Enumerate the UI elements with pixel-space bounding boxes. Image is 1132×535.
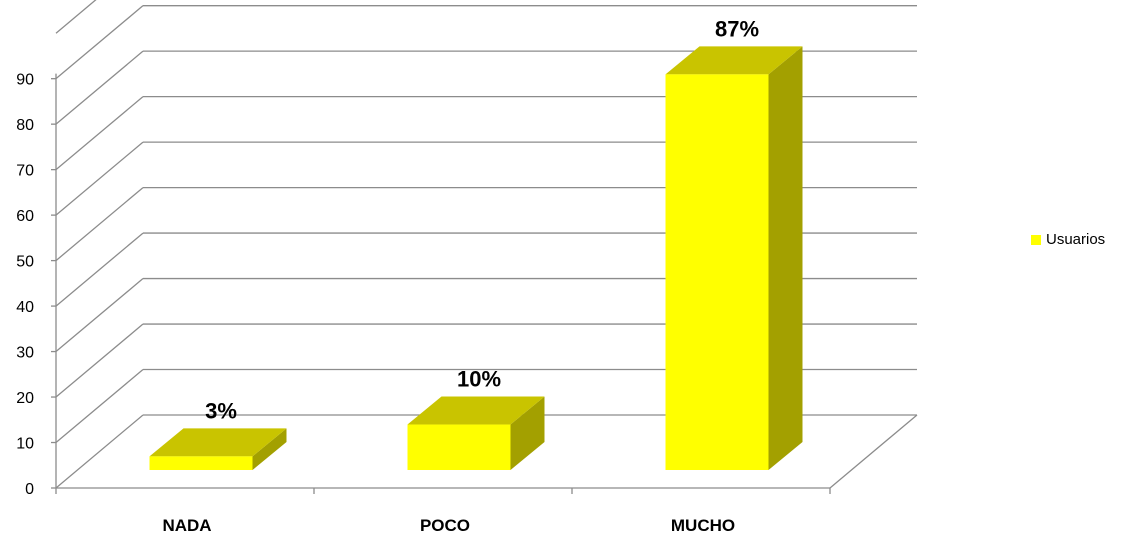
gridline-side-40 (55, 232, 144, 307)
bar-top-nada (149, 428, 287, 457)
y-tick-label-0: 0 (25, 481, 34, 498)
category-label-poco: POCO (420, 516, 470, 535)
y-tick-label-50: 50 (16, 254, 34, 271)
y-tick-label-60: 60 (16, 208, 34, 225)
bar-nada (149, 428, 287, 470)
bar-front-nada (149, 456, 253, 470)
gridline-side-70 (55, 96, 144, 171)
y-tick-label-30: 30 (16, 345, 34, 362)
data-label-mucho: 87% (715, 16, 759, 41)
legend-label-usuarios: Usuarios (1046, 231, 1106, 248)
y-tick-label-70: 70 (16, 163, 34, 180)
gridline-side-100 (55, 0, 97, 34)
y-tick-label-40: 40 (16, 299, 34, 316)
gridline-side-30 (55, 278, 144, 353)
gridline-side-20 (55, 323, 144, 398)
category-label-nada: NADA (162, 516, 211, 535)
gridline-side-50 (55, 187, 144, 262)
data-label-nada: 3% (205, 398, 237, 423)
y-tick-label-90: 90 (16, 72, 34, 89)
bar-front-mucho (665, 74, 769, 470)
bar-top-mucho (665, 46, 803, 75)
legend-swatch-usuarios (1031, 234, 1041, 245)
bar-top-poco (407, 396, 545, 425)
bar-side-nada (252, 428, 287, 470)
bar-poco (407, 396, 545, 470)
gridline-side-60 (55, 141, 144, 216)
y-tick-label-20: 20 (16, 390, 34, 407)
bar-front-poco (407, 424, 511, 470)
gridline-side-80 (55, 50, 144, 125)
bar-mucho (665, 46, 803, 470)
y-tick-label-10: 10 (16, 436, 34, 453)
chart-labels: 0 10 20 30 40 50 60 70 80 90 3% NADA 10% POCO 87% MUCHO (16, 16, 759, 535)
chart-bars (149, 46, 803, 470)
gridline-side-10 (55, 369, 144, 444)
floor-right-edge (829, 414, 918, 489)
legend: Usuarios (1031, 231, 1105, 248)
bar-side-poco (510, 396, 545, 470)
category-label-mucho: MUCHO (671, 516, 735, 535)
bar-side-mucho (768, 46, 803, 470)
gridline-side-0 (55, 414, 144, 489)
data-label-poco: 10% (457, 367, 501, 392)
y-tick-label-80: 80 (16, 117, 34, 134)
gridline-side-90 (55, 5, 144, 80)
